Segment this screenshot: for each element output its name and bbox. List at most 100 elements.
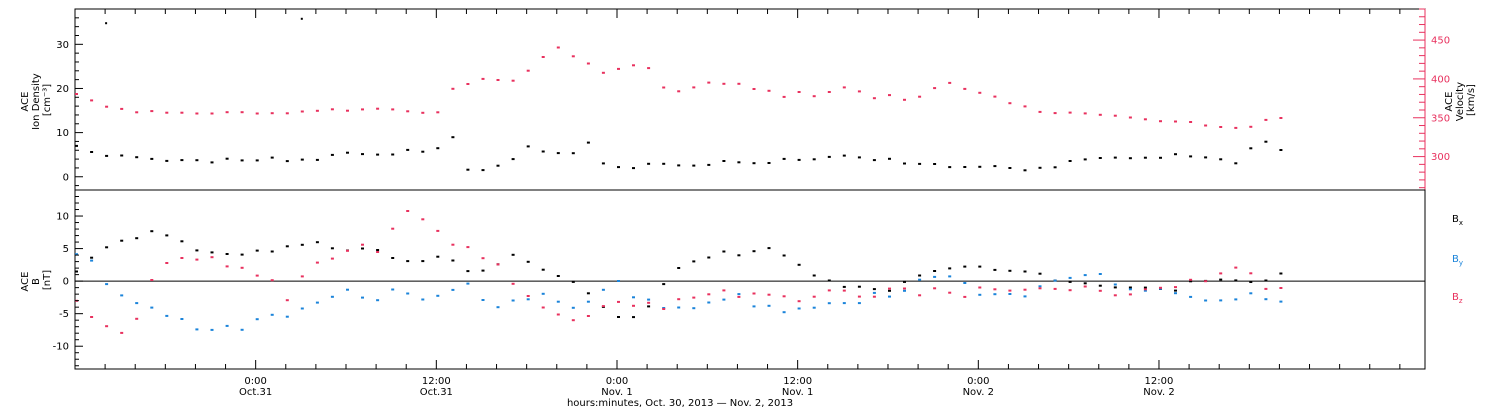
velocity-point	[1113, 114, 1117, 117]
bx-point	[827, 279, 831, 282]
by-point	[1204, 299, 1208, 302]
bz-point	[376, 251, 380, 253]
time-axis-time-label: 12:00	[422, 376, 451, 387]
ion-density-point	[1204, 156, 1208, 159]
by-point	[737, 293, 741, 296]
by-point	[195, 328, 199, 331]
ion-density-point	[255, 159, 259, 162]
ion-density-point	[677, 164, 681, 167]
bz-point	[300, 275, 304, 278]
ion-density-point	[180, 159, 184, 162]
velocity-point	[421, 111, 425, 114]
ion-density-point	[857, 156, 861, 159]
bx-point	[1249, 281, 1253, 283]
by-point	[180, 318, 184, 320]
ion-density-point	[752, 162, 756, 165]
by-point	[1068, 276, 1072, 279]
ion-density-point	[1008, 167, 1012, 169]
velocity-point	[586, 62, 590, 65]
legend-bx-sub: x	[1459, 219, 1463, 227]
bx-point	[918, 274, 922, 277]
ion-density-point	[647, 162, 651, 165]
velocity-point	[1174, 120, 1177, 123]
ion-density-point	[601, 162, 605, 165]
bx-point	[978, 265, 982, 268]
bx-point	[120, 239, 124, 242]
bz-point	[812, 295, 816, 298]
ion-density-point	[963, 166, 967, 168]
ion-density-point	[315, 158, 319, 161]
bz-point	[1008, 289, 1012, 292]
density-axis-tick-label: 0	[63, 172, 69, 183]
bx-point	[842, 285, 846, 288]
bx-point	[1068, 280, 1072, 283]
bz-point	[888, 287, 891, 290]
ion-density-point	[1143, 156, 1147, 159]
bx-point	[511, 253, 515, 256]
bx-point	[376, 249, 380, 251]
bx-point	[752, 250, 756, 253]
ion-density-point	[210, 161, 214, 164]
velocity-point	[1159, 120, 1162, 123]
bz-point	[918, 294, 922, 297]
velocity-point	[526, 69, 530, 72]
velocity-point	[1023, 105, 1027, 108]
bx-point	[1264, 279, 1268, 282]
velocity-point	[1128, 116, 1132, 119]
by-point	[918, 278, 922, 281]
ion-density-point	[466, 168, 470, 171]
bx-point	[421, 260, 425, 263]
bz-point	[1189, 278, 1193, 281]
ion-density-point	[421, 150, 425, 153]
density-axis-title-line2: Ion Density	[31, 73, 42, 130]
by-point	[903, 289, 906, 292]
bx-point	[150, 230, 154, 233]
density-axis-tick-label: 20	[56, 84, 69, 95]
density-axis-tick-label: 30	[56, 40, 69, 51]
velocity-point	[797, 91, 801, 93]
bx-point	[541, 268, 545, 271]
velocity-point	[75, 93, 78, 95]
bz-point	[632, 304, 635, 307]
bz-point	[692, 296, 696, 299]
by-point	[541, 292, 545, 295]
bz-point	[511, 282, 515, 285]
time-axis-time-label: 0:00	[244, 376, 266, 387]
bz-point	[1083, 285, 1087, 288]
by-point	[150, 306, 154, 309]
ion-density-point	[75, 144, 78, 147]
bz-point	[330, 257, 334, 260]
by-point	[752, 305, 756, 308]
by-point	[240, 328, 244, 331]
ion-density-point	[1083, 158, 1087, 161]
ion-density-point	[451, 136, 455, 139]
bz-point	[90, 316, 94, 318]
ion-density-point	[978, 165, 982, 168]
b-axis: -10 -5 0 5 10	[53, 189, 83, 367]
bx-point	[722, 250, 726, 253]
bz-point	[1174, 286, 1177, 289]
time-axis-date-label: Nov. 1	[782, 387, 813, 398]
by-point	[617, 280, 620, 282]
by-point	[466, 282, 470, 285]
ion-density-point	[1159, 156, 1162, 159]
ion-density-point	[737, 161, 741, 164]
bz-point	[571, 319, 575, 322]
bz-point	[993, 288, 997, 291]
velocity-point	[842, 86, 846, 89]
by-point	[556, 300, 560, 303]
ion-density-point	[918, 162, 922, 165]
bx-point	[586, 292, 590, 295]
bx-point	[963, 265, 967, 268]
ion-density-point	[120, 154, 124, 157]
by-point	[1219, 299, 1223, 302]
time-axis-time-label: 0:00	[606, 376, 628, 387]
bx-point	[677, 267, 681, 269]
by-point	[827, 302, 831, 305]
ion-density-point	[1189, 155, 1193, 158]
bz-point	[391, 227, 395, 230]
bx-point	[1083, 282, 1087, 285]
velocity-point	[767, 89, 771, 92]
by-point	[948, 275, 952, 278]
